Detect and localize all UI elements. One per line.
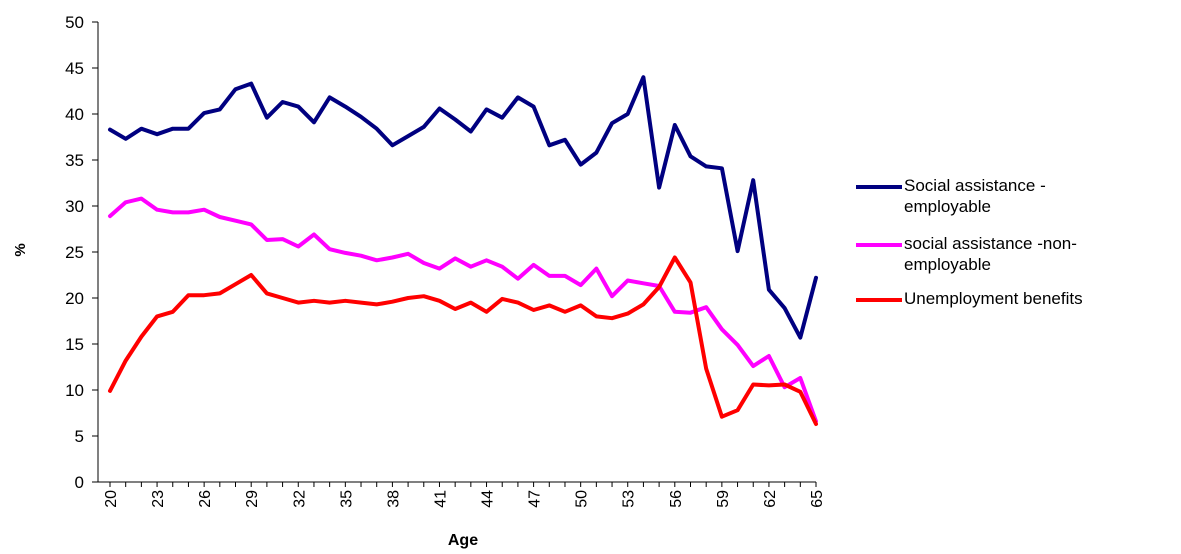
y-tick-label: 30: [65, 197, 84, 216]
y-tick-label: 0: [75, 473, 84, 492]
legend-label: social assistance -non-employable: [904, 234, 1077, 274]
y-tick-label: 20: [65, 289, 84, 308]
x-tick-label: 65: [809, 490, 826, 508]
x-tick-label: 50: [574, 490, 591, 508]
legend-item-unemployment-benefits: Unemployment benefits: [856, 288, 1134, 309]
axes: [97, 22, 816, 483]
x-tick-label: 53: [621, 490, 638, 508]
y-tick-label: 25: [65, 243, 84, 262]
legend-swatch-red: [856, 298, 902, 302]
x-tick-label: 59: [715, 490, 732, 508]
y-tick-label: 10: [65, 381, 84, 400]
y-tick-label: 45: [65, 59, 84, 78]
x-tick-label: 41: [432, 490, 449, 508]
legend-swatch-magenta: [856, 243, 902, 247]
x-tick-label: 47: [527, 490, 544, 508]
series-line-0: [108, 75, 818, 340]
x-axis-ticks: 20 23 26 29 32 35 38 41 44 47 50 53 56 59 62 65: [103, 482, 826, 508]
x-tick-label: 44: [480, 490, 497, 508]
y-tick-label: 35: [65, 151, 84, 170]
y-tick-label: 50: [65, 13, 84, 32]
legend-label: Social assistance - employable: [904, 176, 1046, 216]
x-tick-label: 62: [762, 490, 779, 508]
series-lines: [108, 75, 818, 426]
x-tick-label: 29: [244, 490, 261, 508]
x-tick-label: 20: [103, 490, 120, 508]
y-tick-label: 40: [65, 105, 84, 124]
legend-item-social-assistance-non-employable: social assistance -non-employable: [856, 233, 1134, 275]
x-tick-label: 35: [338, 490, 355, 508]
legend-swatch-navy: [856, 185, 902, 189]
y-tick-label: 15: [65, 335, 84, 354]
series-line-1: [108, 196, 818, 424]
x-tick-label: 32: [291, 490, 308, 508]
x-axis-label: Age: [448, 532, 478, 549]
y-tick-label: 5: [75, 427, 84, 446]
x-tick-label: 56: [668, 490, 685, 508]
x-tick-label: 23: [150, 490, 167, 508]
legend-item-social-assistance-employable: Social assistance - employable: [856, 175, 1134, 217]
x-tick-label: 38: [385, 490, 402, 508]
series-line-2: [108, 255, 818, 426]
y-axis-label: %: [12, 243, 29, 256]
y-axis-ticks: 0 5 10 15 20 25 30 35 40 45 50: [65, 13, 98, 492]
legend-label: Unemployment benefits: [904, 289, 1083, 308]
x-tick-label: 26: [197, 490, 214, 508]
